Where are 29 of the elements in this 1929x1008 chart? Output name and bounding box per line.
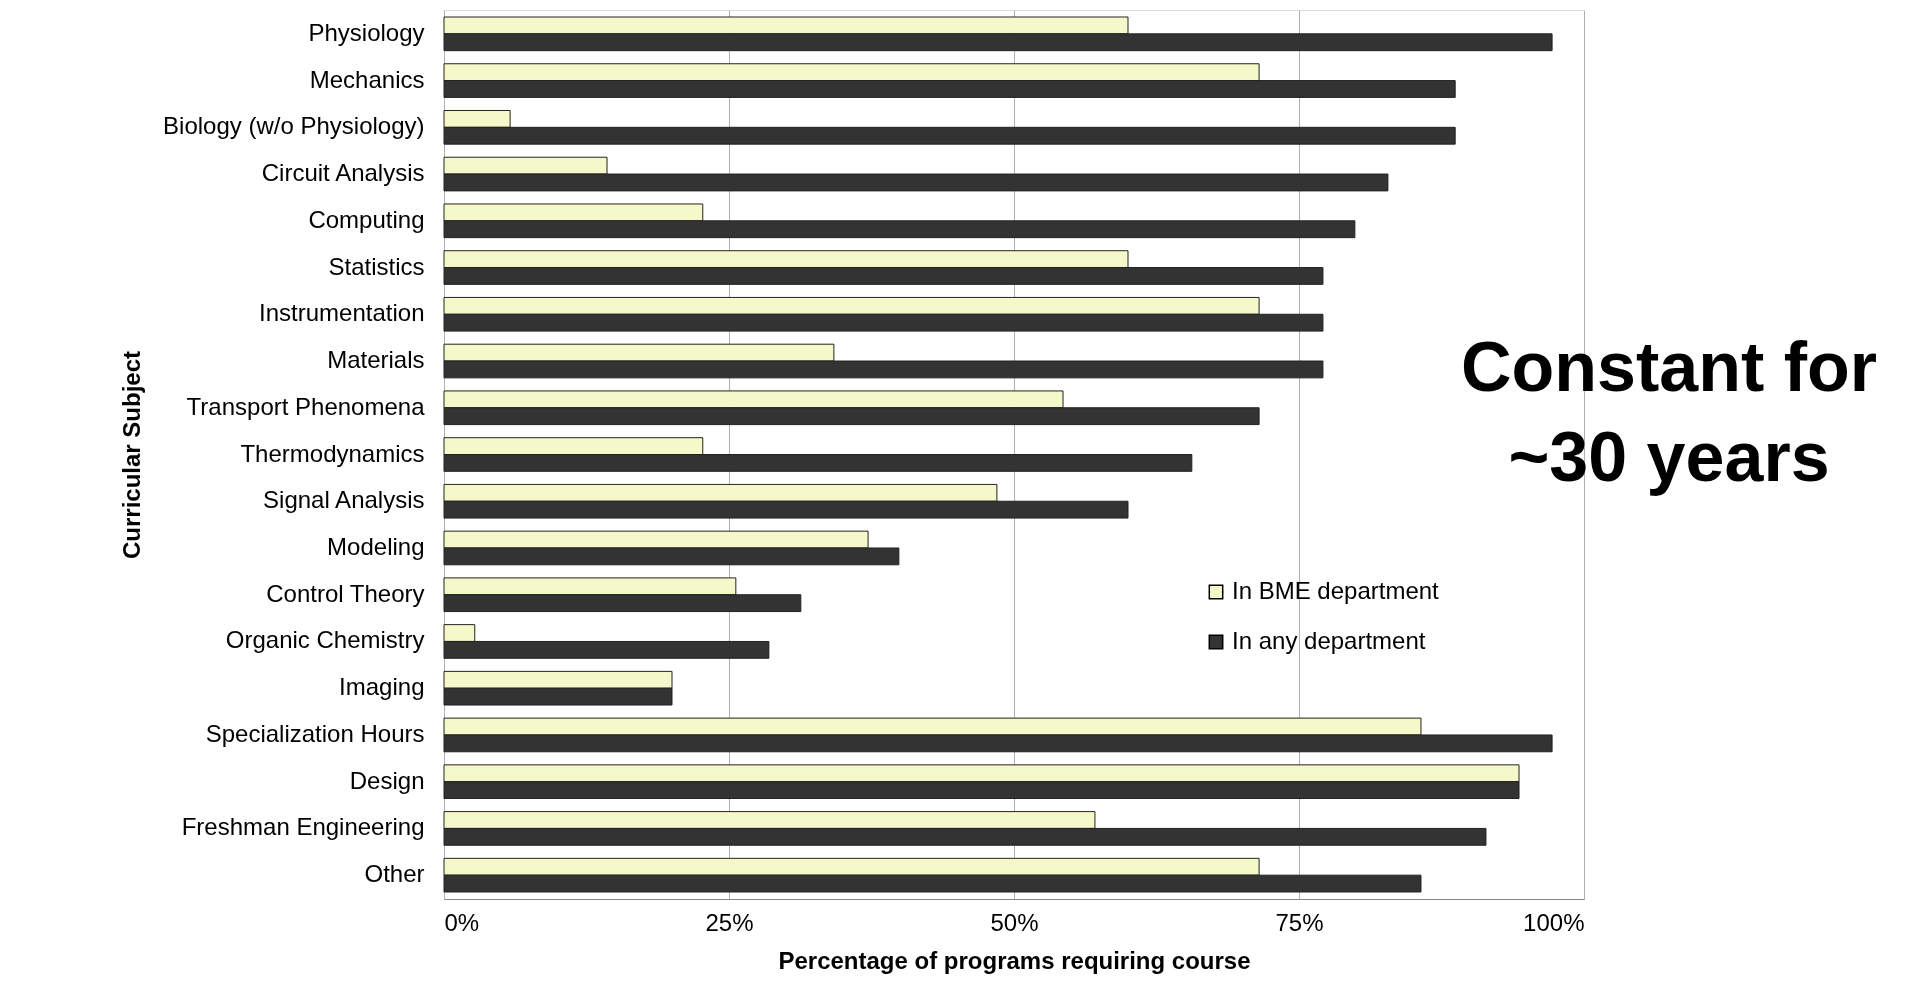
x-axis-title: Percentage of programs requiring course: [778, 946, 1251, 974]
y-tick-label: Instrumentation: [259, 299, 425, 327]
x-tick-label: 0%: [444, 908, 480, 936]
x-tick-label: 100%: [1523, 908, 1585, 936]
y-axis-title: Curricular Subject: [117, 350, 145, 560]
annotation: Constant for ~30 years: [1460, 328, 1878, 496]
y-tick-label: Design: [349, 766, 425, 794]
y-tick-label: Circuit Analysis: [261, 159, 425, 187]
x-tick-label: 25%: [705, 908, 754, 936]
y-tick-label: Physiology: [308, 18, 425, 46]
y-tick-label: Transport Phenomena: [186, 392, 426, 420]
y-tick-label: Control Theory: [266, 579, 425, 607]
y-tick-label: Other: [364, 860, 425, 888]
y-tick-label: Thermodynamics: [240, 439, 425, 467]
y-tick-label: Computing: [308, 205, 425, 233]
y-tick-label: Specialization Hours: [205, 719, 425, 747]
y-tick-label: Freshman Engineering: [181, 813, 425, 841]
y-tick-label: Organic Chemistry: [225, 626, 425, 654]
legend-label: In BME department: [1232, 577, 1440, 604]
x-tick-label: 50%: [990, 908, 1039, 936]
x-tick-label: 75%: [1275, 908, 1324, 936]
y-tick-label: Statistics: [328, 252, 425, 280]
y-tick-label: Biology (w/o Physiology): [163, 112, 425, 140]
y-tick-label: Modeling: [327, 532, 425, 560]
y-tick-label: Imaging: [339, 673, 425, 701]
y-tick-label: Materials: [327, 346, 425, 374]
y-tick-label: Mechanics: [309, 65, 425, 93]
y-tick-label: Signal Analysis: [263, 486, 425, 514]
legend-label: In any department: [1232, 627, 1426, 654]
